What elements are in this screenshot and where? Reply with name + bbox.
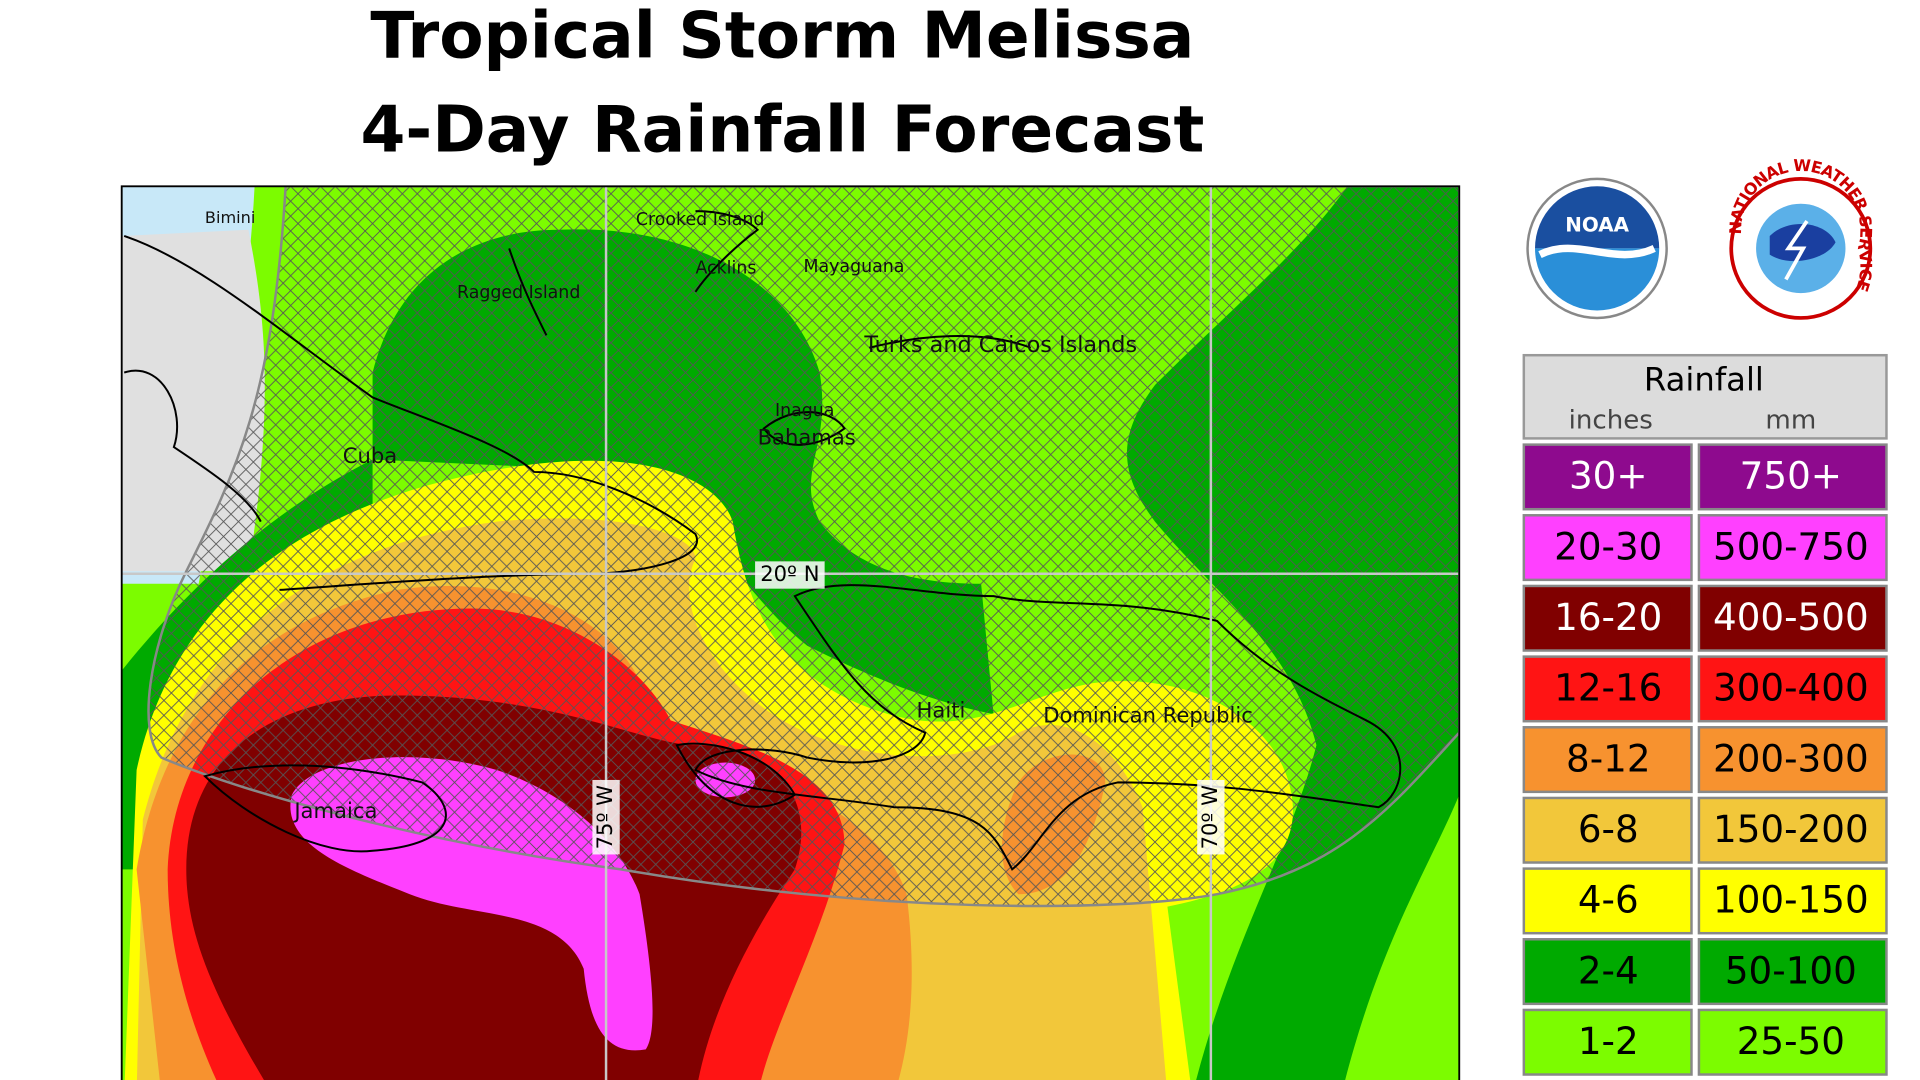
legend-swatch: [1697, 655, 1888, 723]
legend-swatch: [1697, 796, 1888, 864]
grid-label-bg: [1197, 779, 1225, 855]
grid-label-bg: [592, 779, 620, 855]
legend-inches: 1-2: [1578, 1019, 1639, 1063]
legend-inches: 4-6: [1578, 878, 1639, 922]
legend-inches: 16-20: [1554, 595, 1662, 639]
place-label: Dominican Republic: [1043, 703, 1253, 728]
legend-mm: 50-100: [1725, 948, 1857, 992]
legend-swatch: [1522, 584, 1693, 652]
legend-inches: 6-8: [1578, 807, 1639, 851]
grid-label: 20º N: [760, 561, 819, 586]
legend-header: [1522, 353, 1888, 440]
coastlines: [123, 210, 1402, 871]
title: 4-Day Rainfall Forecast: [360, 93, 1204, 168]
legend-swatch: [1522, 938, 1693, 1006]
place-label: Haiti: [917, 698, 966, 723]
grid-label: 75º W: [592, 785, 617, 850]
legend-swatch: [1522, 1008, 1693, 1076]
legend-swatch: [1697, 867, 1888, 935]
legend-mm: 150-200: [1713, 807, 1869, 851]
uncertainty-area: [147, 186, 1460, 908]
place-label: Cuba: [343, 443, 397, 468]
legend-mm: 300-400: [1713, 666, 1869, 710]
legend-swatch: [1697, 938, 1888, 1006]
legend-swatch: [1522, 726, 1693, 794]
place-label: Jamaica: [292, 798, 377, 823]
nws-cloud: [1769, 223, 1836, 262]
legend-inches: 2-4: [1578, 948, 1639, 992]
legend-swatch: [1697, 1008, 1888, 1076]
legend-mm: 500-750: [1713, 524, 1869, 568]
rainfall-map: Bimini Crooked Island Acklins Mayaguana Ragg…: [121, 186, 1460, 1080]
noaa-sky: [1535, 186, 1660, 249]
legend-swatch: [1522, 443, 1693, 511]
legend-swatch: [1522, 514, 1693, 582]
place-label: Acklins: [695, 258, 756, 278]
legend-inches: 12-16: [1554, 666, 1662, 710]
legend-mm: 25-50: [1737, 1019, 1845, 1063]
legend-title: Rainfall: [1644, 360, 1764, 398]
place-label: Bahamas: [758, 424, 856, 449]
place-label: Turks and Caicos Islands: [863, 332, 1137, 358]
place-labels: Bimini Crooked Island Acklins Mayaguana Ragg…: [205, 208, 1253, 855]
grid-label: 70º W: [1197, 785, 1222, 850]
place-label: Inagua: [775, 401, 834, 421]
legend-mm: 750+: [1740, 454, 1842, 498]
place-label: Bimini: [205, 208, 255, 227]
legend: Rainfall inches mm 30+ 750+ 20-30 500-750 16-20…: [1522, 353, 1888, 1076]
legend-mm: 100-150: [1713, 878, 1869, 922]
legend-swatch: [1522, 867, 1693, 935]
legend-unit: mm: [1765, 406, 1816, 436]
legend-inches: 20-30: [1554, 524, 1662, 568]
legend-inches: 8-12: [1566, 736, 1651, 780]
legend-swatch: [1697, 584, 1888, 652]
legend-swatch: [1697, 443, 1888, 511]
noaa-text: NOAA: [1565, 214, 1629, 237]
nws-bolt: [1784, 220, 1809, 281]
legend-swatch: [1697, 514, 1888, 582]
noaa-sea: [1535, 248, 1660, 311]
legend-swatch: [1522, 796, 1693, 864]
title: Tropical Storm Melissa: [370, 0, 1194, 73]
legend-swatch: [1522, 655, 1693, 723]
logos: NOAA NATIONAL WEATHER SERVICE: [1526, 155, 1876, 320]
legend-mm: 200-300: [1713, 736, 1869, 780]
noaa-bird: [1538, 244, 1656, 259]
place-label: Crooked Island: [636, 210, 765, 230]
legend-inches: 30+: [1569, 454, 1648, 498]
legend-mm: 400-500: [1713, 595, 1869, 639]
legend-swatch: [1697, 726, 1888, 794]
place-label: Mayaguana: [804, 257, 905, 277]
map-frame: [120, 185, 1461, 1080]
legend-unit: inches: [1569, 406, 1653, 436]
grid-label-bg: [755, 561, 825, 589]
place-label: Ragged Island: [457, 283, 580, 303]
